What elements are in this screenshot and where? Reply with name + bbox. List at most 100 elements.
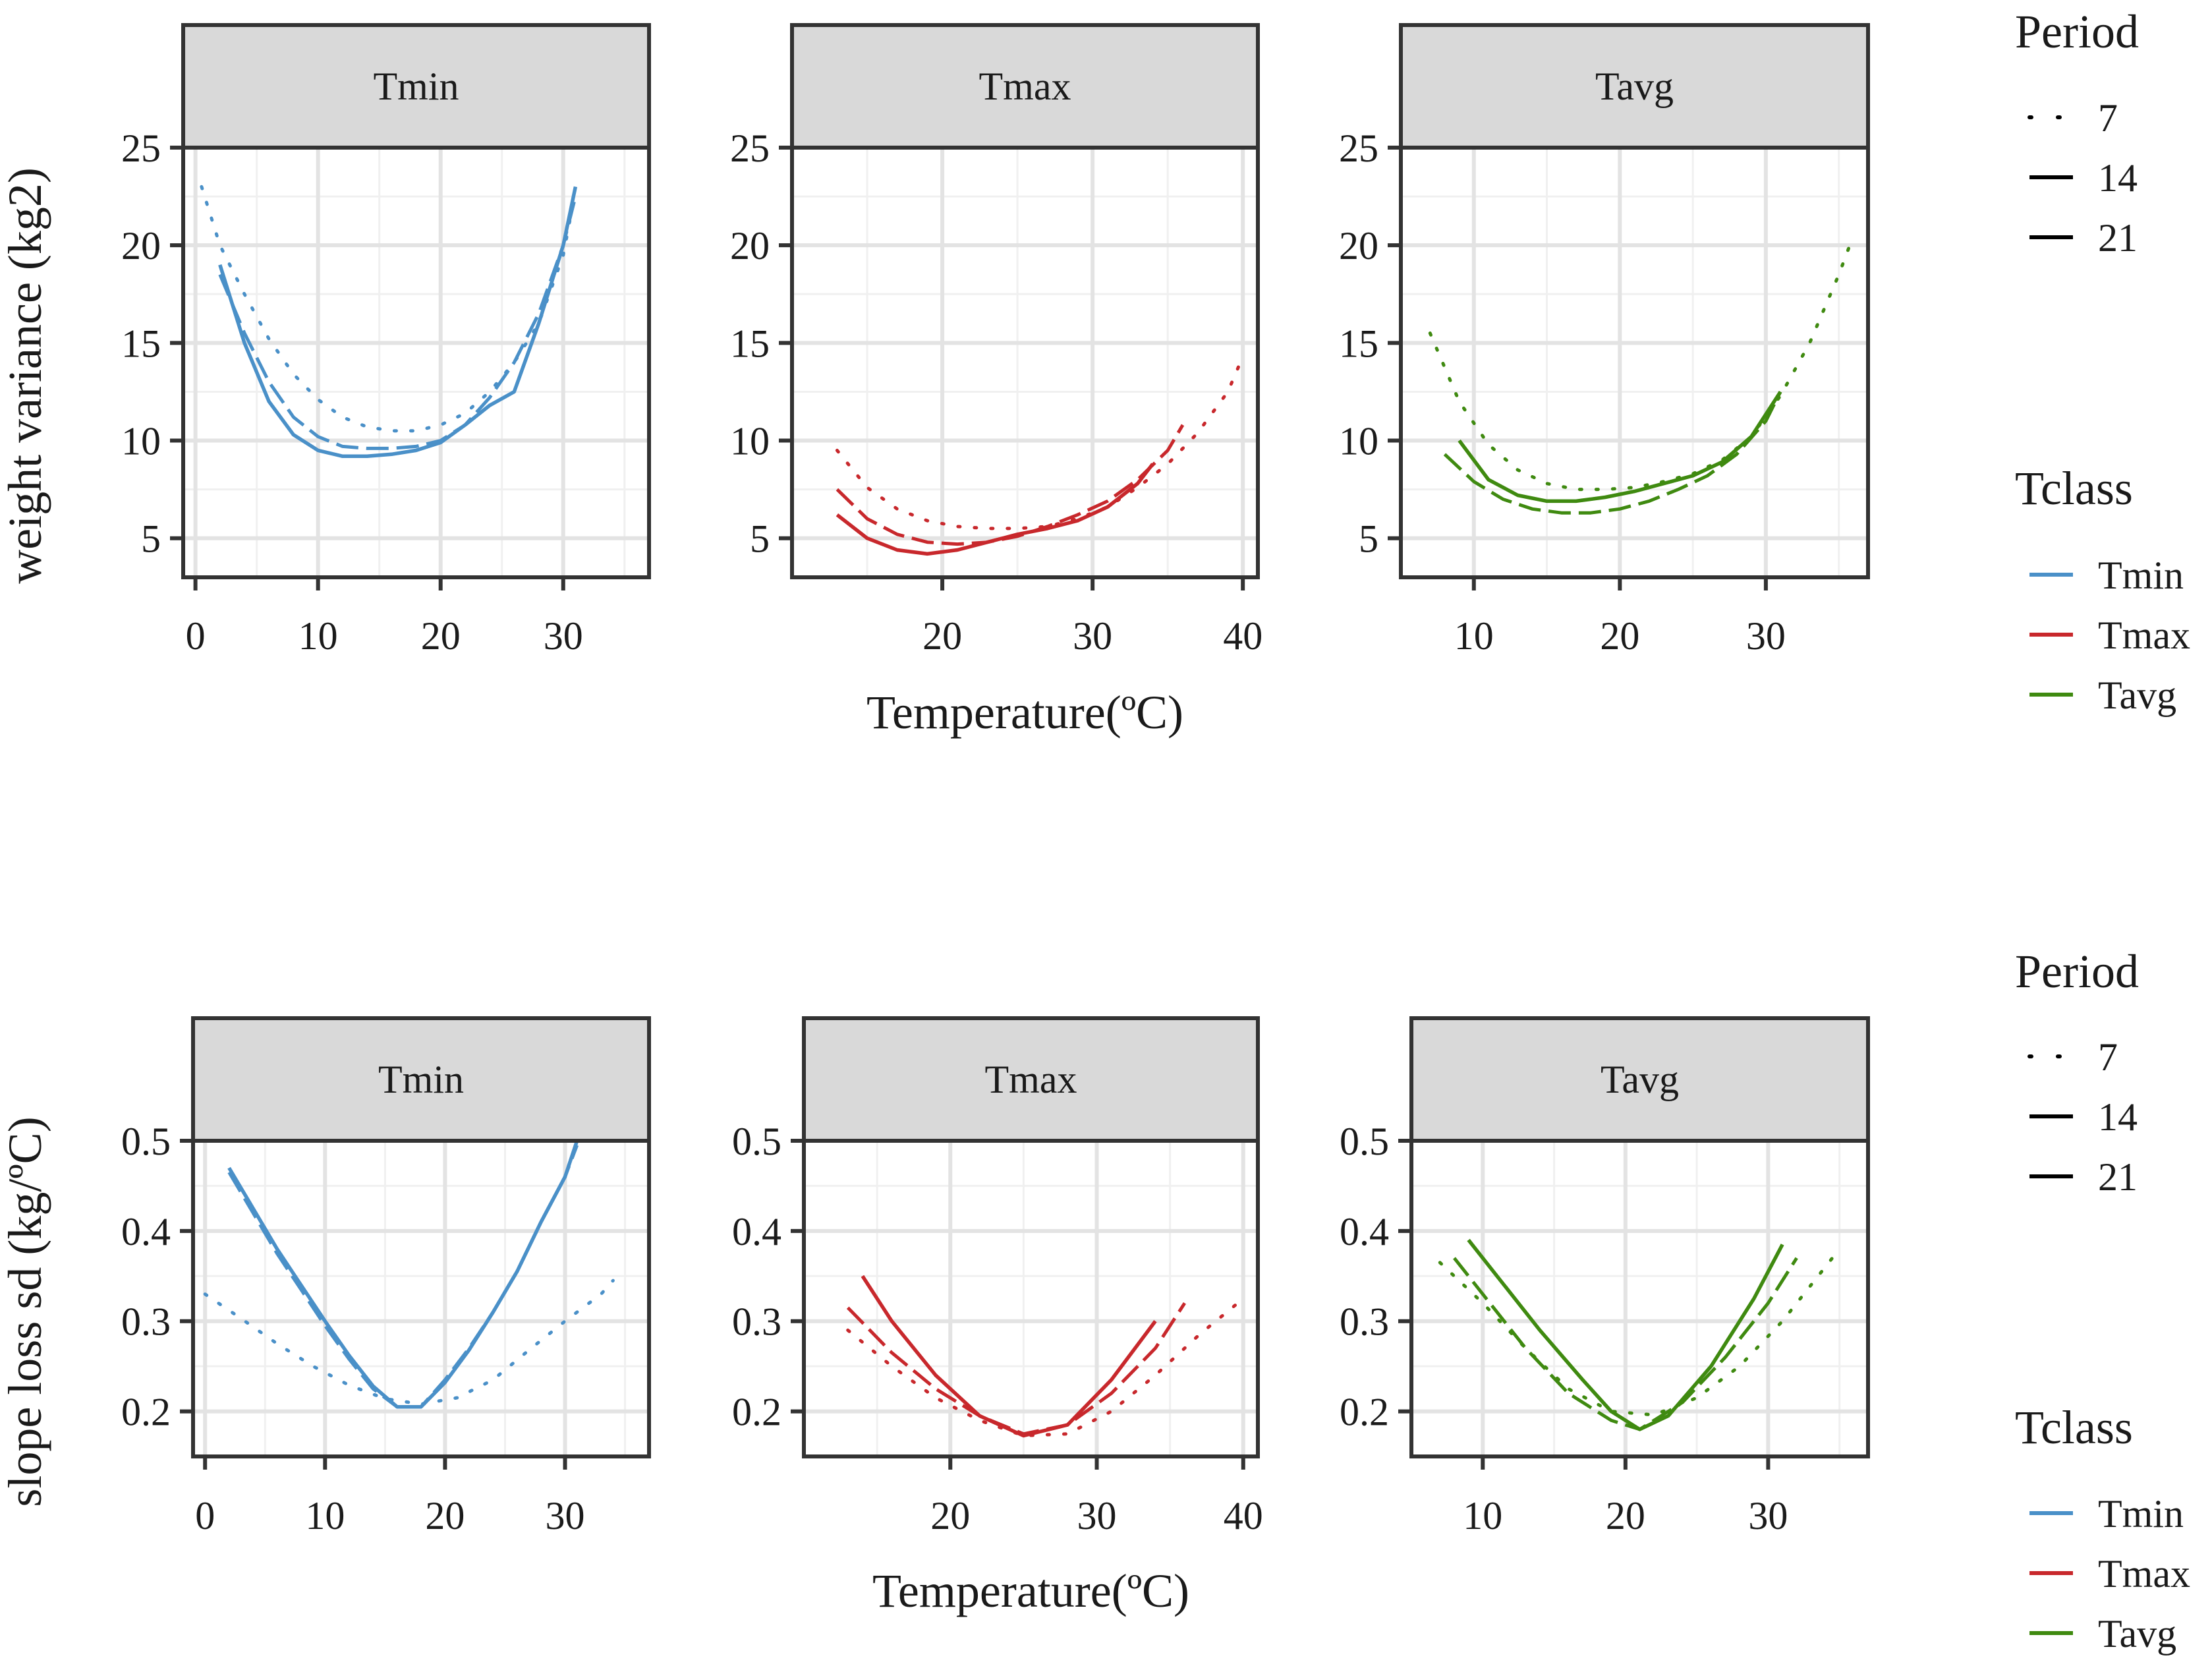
- x-axis: 10 20 30: [1454, 577, 1786, 658]
- legends-layer: Period 7 14 21 Tclass Tmin Tmax Tavg Period 7 14 21…: [2015, 5, 2190, 1655]
- y-axis: 5 10 15 20 25: [730, 127, 792, 561]
- facet-strip-label: Tmax: [979, 65, 1071, 108]
- y-tick-label: 15: [730, 322, 770, 365]
- legend-title-tclass: Tclass: [2015, 1401, 2133, 1454]
- y-tick-label: 5: [1359, 517, 1378, 561]
- plot-background: [792, 148, 1258, 577]
- y-tick-label: 25: [1339, 127, 1378, 170]
- series-line-period-14: [1443, 391, 1782, 515]
- x-tick-label: 20: [425, 1494, 465, 1538]
- legend-label-tclass: Tmin: [2098, 554, 2184, 597]
- legend-title-period: Period: [2015, 945, 2139, 998]
- x-axis: 0 10 20 30: [186, 577, 583, 658]
- x-axis-title: Temperature(ºC): [872, 1565, 1189, 1617]
- facet-panel-tmax: Tmax 5 10 15 20 25 20 30 40: [730, 23, 1262, 658]
- series-line-period-7: [846, 1297, 1245, 1437]
- x-tick-label: 0: [186, 614, 206, 658]
- x-axis: 20 30 40: [922, 577, 1262, 658]
- series-line-period-7: [1428, 233, 1856, 492]
- legend-label-period: 21: [2098, 216, 2138, 260]
- y-axis-title: slope loss sd (kg/ºC): [0, 1116, 51, 1507]
- x-tick-label: 30: [1746, 614, 1786, 658]
- legend-label-tclass: Tavg: [2098, 674, 2176, 717]
- y-tick-label: 15: [1339, 322, 1378, 365]
- panel-border: [1409, 1139, 1870, 1458]
- y-tick-label: 0.5: [121, 1120, 171, 1163]
- x-tick-label: 30: [1077, 1494, 1117, 1538]
- legend-label-tclass: Tmin: [2098, 1492, 2184, 1536]
- legend-label-period: 14: [2098, 1095, 2138, 1139]
- chart-row-2: Tmin 0.2 0.3 0.4 0.5 0 10 20 30 Tmax 0.2 0.3 0.4 0.5 2…: [0, 1016, 1870, 1617]
- facet-panel-tmin: Tmin 5 10 15 20 25 0 10 20 30: [121, 23, 651, 658]
- series-line-period-21: [227, 1140, 579, 1409]
- panel-border: [1399, 146, 1870, 579]
- x-tick-label: 20: [922, 614, 962, 658]
- facet-strip: [191, 1016, 651, 1143]
- plot-background: [1401, 148, 1868, 577]
- y-tick-label: 0.3: [1340, 1300, 1389, 1344]
- x-tick-label: 10: [1454, 614, 1494, 658]
- series-line-period-7: [1438, 1247, 1842, 1417]
- x-tick-label: 20: [1606, 1494, 1645, 1538]
- y-tick-label: 15: [121, 322, 161, 365]
- legend-label-period: 7: [2098, 96, 2118, 140]
- y-tick-label: 5: [750, 517, 770, 561]
- y-tick-label: 0.4: [732, 1210, 781, 1253]
- series-line-period-7: [203, 1279, 615, 1406]
- x-tick-label: 30: [546, 1494, 585, 1538]
- y-axis: 0.2 0.3 0.4 0.5: [732, 1120, 804, 1434]
- y-axis-title: weight variance (kg2): [0, 167, 51, 584]
- y-tick-label: 25: [730, 127, 770, 170]
- x-axis-title: Temperature(ºC): [866, 686, 1183, 739]
- y-tick-label: 20: [1339, 224, 1378, 268]
- y-tick-label: 0.5: [732, 1120, 781, 1163]
- legend-title-tclass: Tclass: [2015, 462, 2133, 515]
- series-group: [1438, 1238, 1842, 1431]
- y-tick-label: 10: [121, 420, 161, 463]
- legend-label-period: 7: [2098, 1035, 2118, 1079]
- plot-background: [804, 1141, 1258, 1456]
- y-tick-label: 25: [121, 127, 161, 170]
- series-group: [200, 185, 578, 459]
- series-line-period-14: [836, 424, 1185, 546]
- y-tick-label: 0.3: [121, 1300, 171, 1344]
- legend-label-period: 21: [2098, 1155, 2138, 1199]
- legend-label-tclass: Tmax: [2098, 1552, 2190, 1596]
- x-tick-label: 40: [1223, 614, 1262, 658]
- series-line-period-21: [836, 463, 1154, 556]
- y-tick-label: 0.2: [732, 1391, 781, 1434]
- plot-background: [193, 1141, 649, 1456]
- panel-border: [191, 1139, 651, 1458]
- x-axis: 20 30 40: [930, 1456, 1263, 1538]
- series-group: [835, 355, 1245, 556]
- y-tick-label: 0.4: [1340, 1210, 1389, 1253]
- series-line-period-21: [218, 186, 578, 459]
- facet-panel-tmin: Tmin 0.2 0.3 0.4 0.5 0 10 20 30: [121, 1016, 651, 1538]
- x-tick-label: 30: [1748, 1494, 1788, 1538]
- legend-label-tclass: Tavg: [2098, 1612, 2176, 1655]
- gridlines: [183, 146, 649, 577]
- x-tick-label: 20: [421, 614, 461, 658]
- x-tick-label: 0: [195, 1494, 215, 1538]
- series-line-period-14: [218, 196, 577, 450]
- y-tick-label: 10: [730, 420, 770, 463]
- facet-strip: [802, 1016, 1260, 1143]
- facet-panel-tavg: Tavg 0.2 0.3 0.4 0.5 10 20 30: [1340, 1016, 1870, 1538]
- y-tick-label: 20: [730, 224, 770, 268]
- legend-label-tclass: Tmax: [2098, 614, 2190, 657]
- series-group: [1428, 233, 1856, 515]
- series-line-period-21: [861, 1275, 1157, 1438]
- x-axis: 10 20 30: [1463, 1456, 1788, 1538]
- series-line-period-21: [1467, 1238, 1784, 1431]
- y-tick-label: 0.2: [1340, 1391, 1389, 1434]
- facet-strip-label: Tavg: [1595, 65, 1674, 108]
- x-tick-label: 10: [298, 614, 338, 658]
- facet-panel-tmax: Tmax 0.2 0.3 0.4 0.5 20 30 40: [732, 1016, 1263, 1538]
- facet-panel-tavg: Tavg 5 10 15 20 25 10 20 30: [1339, 23, 1870, 658]
- y-axis: 0.2 0.3 0.4 0.5: [1340, 1120, 1411, 1434]
- series-line-period-21: [1458, 391, 1782, 503]
- series-line-period-14: [1453, 1257, 1798, 1431]
- facet-strip-label: Tmax: [985, 1058, 1077, 1101]
